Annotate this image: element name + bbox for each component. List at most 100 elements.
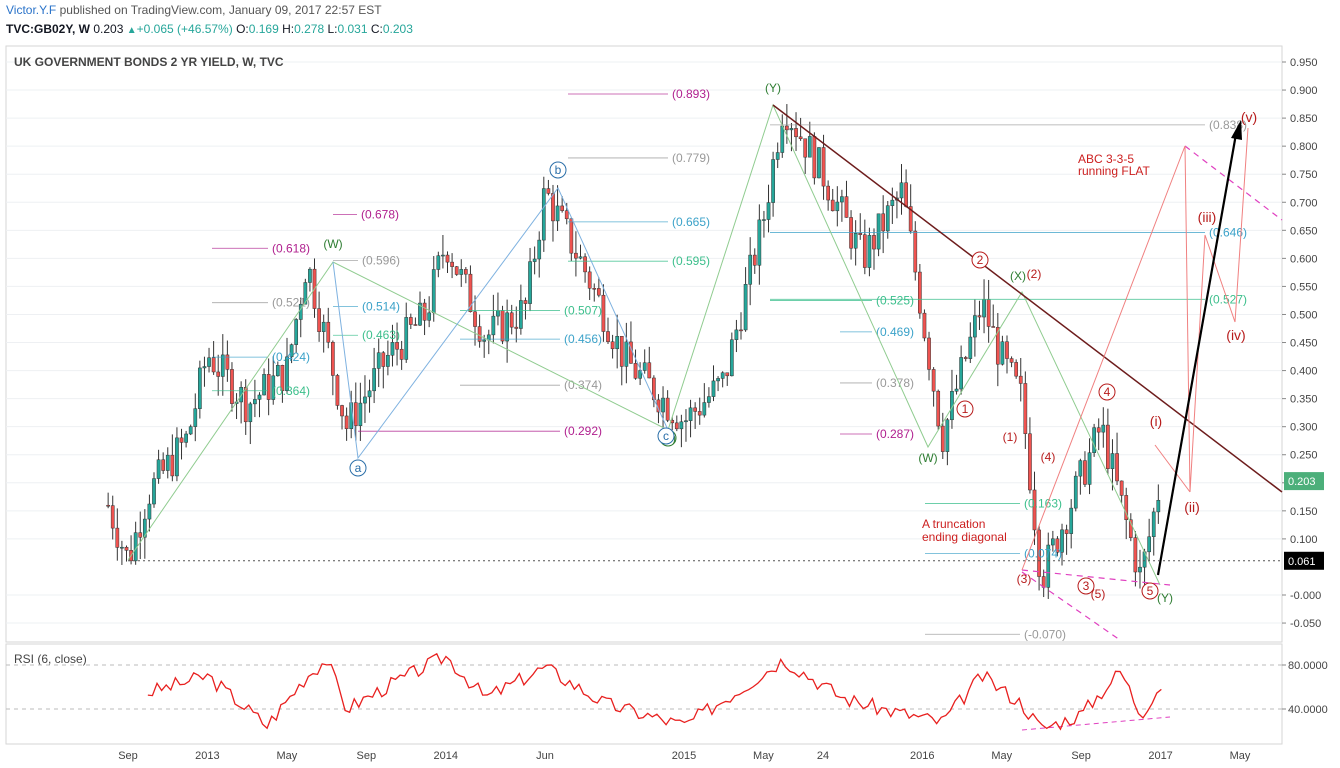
candle-body <box>560 205 565 211</box>
y-tick-label: 0.900 <box>1290 85 1318 97</box>
candle-body <box>752 254 757 266</box>
published-text: published on TradingView.com, January 09… <box>59 3 382 17</box>
candle-body <box>399 348 404 360</box>
candle-body <box>986 299 991 327</box>
projection-path <box>1021 127 1249 571</box>
candle-body <box>230 369 234 404</box>
y-tick-label: 0.950 <box>1290 57 1318 69</box>
candle-body <box>120 546 124 549</box>
candle-body <box>175 437 179 477</box>
candle-body <box>257 394 262 400</box>
candle-body <box>106 504 110 507</box>
wave-label: (W) <box>918 451 937 465</box>
candle-body <box>404 317 409 360</box>
y-tick-label: 0.500 <box>1290 309 1318 321</box>
support-dashed-line-lower <box>1021 571 1121 641</box>
candle-body <box>386 354 390 367</box>
candle-body <box>665 397 670 421</box>
fib-level-label: (0.893) <box>672 87 710 101</box>
low-label: L: <box>327 22 338 36</box>
y-tick-label: 0.850 <box>1290 113 1318 125</box>
wave-label: (v) <box>1241 109 1257 125</box>
fib-level-label: (0.163) <box>1024 497 1062 511</box>
fib-level-label: (0.374) <box>564 378 602 392</box>
candle-body <box>817 147 821 179</box>
candle-body <box>982 299 986 318</box>
candle-body <box>519 300 523 329</box>
fib-level-label: (0.521) <box>272 296 310 310</box>
candle-body <box>574 252 578 259</box>
candle-body <box>739 329 743 332</box>
author-link[interactable]: Victor.Y.F <box>6 3 57 17</box>
y-tick-label: 0.750 <box>1290 169 1318 181</box>
y-tick-label: 0.300 <box>1290 422 1318 434</box>
candle-body <box>638 370 642 379</box>
candle-body <box>904 182 908 207</box>
symbol-info: TVC:GB02Y, W 0.203 ▲+0.065 (+46.57%) O:0… <box>6 22 413 36</box>
candle-body <box>601 294 606 332</box>
candle-body <box>1147 536 1152 553</box>
candle-body <box>734 329 739 340</box>
candle-body <box>326 321 331 343</box>
candle-body <box>1128 519 1133 538</box>
candle-body <box>743 284 748 331</box>
fib-level-label: (0.287) <box>876 427 914 441</box>
candle-body <box>1083 460 1087 485</box>
wave-label-circle <box>1077 577 1095 595</box>
wave-label-circle <box>349 459 367 477</box>
projection-arrow-shaft <box>1156 133 1238 576</box>
time-axis[interactable]: Sep 2013 May Sep 2014 Jun 2015 May 24 2016 May Sep 2… <box>118 750 1251 762</box>
last-price-tag: 0.203 <box>1288 476 1316 488</box>
candle-body <box>647 362 652 379</box>
candle-body <box>587 271 592 289</box>
annotation-flat-line2: running FLAT <box>1078 164 1150 178</box>
chart-title: UK GOVERNMENT BONDS 2 YR YIELD, W, TVC <box>14 55 284 69</box>
candle-body <box>872 235 876 250</box>
symbol-name[interactable]: TVC:GB02Y, W <box>6 22 91 36</box>
triangle-up-icon: ▲ <box>126 25 137 36</box>
candle-body <box>995 327 1000 365</box>
candle-body <box>353 402 358 426</box>
x-tick-label: Sep <box>118 750 138 762</box>
y-tick-label: 0.600 <box>1290 253 1318 265</box>
candle-body <box>1110 453 1115 469</box>
candle-body <box>1060 529 1064 553</box>
candle-body <box>564 210 569 220</box>
wave-label: (W) <box>323 237 342 251</box>
projection-subwave <box>1154 444 1191 493</box>
rsi-pane[interactable] <box>5 643 1283 745</box>
candle-body <box>496 310 500 317</box>
candle-body <box>684 420 688 423</box>
fib-level-label: (0.292) <box>564 424 602 438</box>
price-axis[interactable]: 0.950 0.900 0.850 0.800 0.750 0.700 0.650 0.600… <box>1282 57 1321 630</box>
candle-body <box>1028 433 1032 491</box>
candle-body <box>688 407 693 421</box>
wave-label: (Y) <box>765 81 781 95</box>
candle-body <box>454 266 459 275</box>
candle-body <box>785 125 789 131</box>
candle-body <box>188 426 193 435</box>
candle-body <box>381 352 386 367</box>
candle-body <box>523 300 528 304</box>
fib-level-label: (0.514) <box>362 300 400 314</box>
candle-body <box>578 256 583 259</box>
candle-body <box>1050 538 1055 546</box>
candle-body <box>927 337 931 370</box>
candle-body <box>262 374 266 396</box>
support-dashed-line <box>1021 569 1171 586</box>
candle-body <box>372 368 376 392</box>
candle-body <box>165 454 170 471</box>
wave-label-circle <box>549 161 567 179</box>
candle-body <box>413 324 418 326</box>
candle-body <box>514 326 519 329</box>
fib-level-label: (0.596) <box>362 254 400 268</box>
candle-body <box>1009 358 1014 363</box>
candle-body <box>340 405 344 417</box>
candle-body <box>1101 424 1106 433</box>
candle-body <box>216 371 221 377</box>
candle-body <box>473 311 477 327</box>
price-pane[interactable] <box>5 45 1283 643</box>
x-tick-label: May <box>1230 750 1251 762</box>
x-tick-label: 2014 <box>433 750 457 762</box>
